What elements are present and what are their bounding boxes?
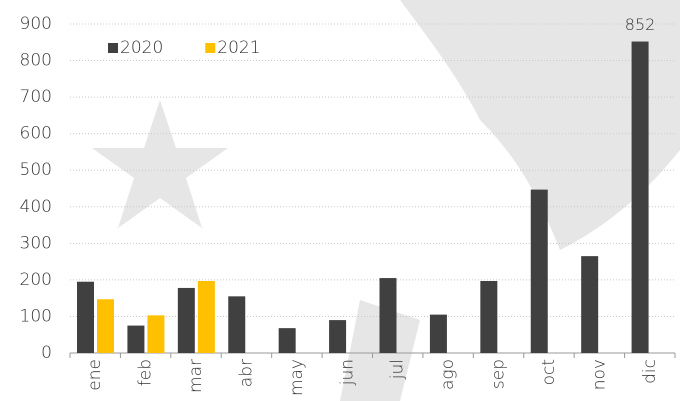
y-tick-label: 100 xyxy=(20,306,52,326)
x-tick-label: nov xyxy=(589,359,609,390)
chart: 0 100 200 300 400 500 600 700 800 900 ene feb mar abr… xyxy=(0,0,680,401)
x-tick-label: may xyxy=(287,359,307,396)
legend-label: 2021 xyxy=(217,38,260,58)
y-tick-label: 700 xyxy=(20,87,52,107)
x-tick-label: dic xyxy=(640,359,660,384)
x-tick-label: ene xyxy=(85,359,105,391)
bar xyxy=(531,190,548,353)
y-tick-label: 0 xyxy=(41,343,52,363)
bar xyxy=(198,281,215,353)
bar xyxy=(632,42,649,353)
y-tick-label: 200 xyxy=(20,270,52,290)
y-tick-label: 400 xyxy=(20,197,52,217)
bar xyxy=(147,315,164,353)
y-tick-label: 300 xyxy=(20,233,52,253)
bar xyxy=(77,282,94,353)
y-tick-label: 600 xyxy=(20,124,52,144)
y-tick-label: 900 xyxy=(20,14,52,34)
x-tick-label: sep xyxy=(489,359,509,389)
y-tick-label: 500 xyxy=(20,160,52,180)
bar xyxy=(329,320,346,353)
x-tick-label: feb xyxy=(136,359,156,386)
x-tick-label: jun xyxy=(337,359,357,386)
bar xyxy=(228,296,245,353)
bar xyxy=(380,278,397,353)
bar xyxy=(430,315,447,353)
data-label: 852 xyxy=(625,15,656,34)
bar xyxy=(178,288,195,353)
y-tick-label: 800 xyxy=(20,51,52,71)
x-tick-label: oct xyxy=(539,359,559,385)
bar xyxy=(127,326,144,353)
legend-swatch xyxy=(108,43,118,53)
bar xyxy=(279,328,296,353)
x-tick-label: jul xyxy=(388,359,408,380)
x-tick-label: mar xyxy=(186,359,206,393)
x-tick-label: ago xyxy=(438,359,458,390)
bar xyxy=(480,281,497,353)
legend-label: 2020 xyxy=(120,38,163,58)
x-tick-label: abr xyxy=(236,359,256,387)
bar xyxy=(581,256,598,353)
legend-swatch xyxy=(205,43,215,53)
bar xyxy=(97,299,114,353)
